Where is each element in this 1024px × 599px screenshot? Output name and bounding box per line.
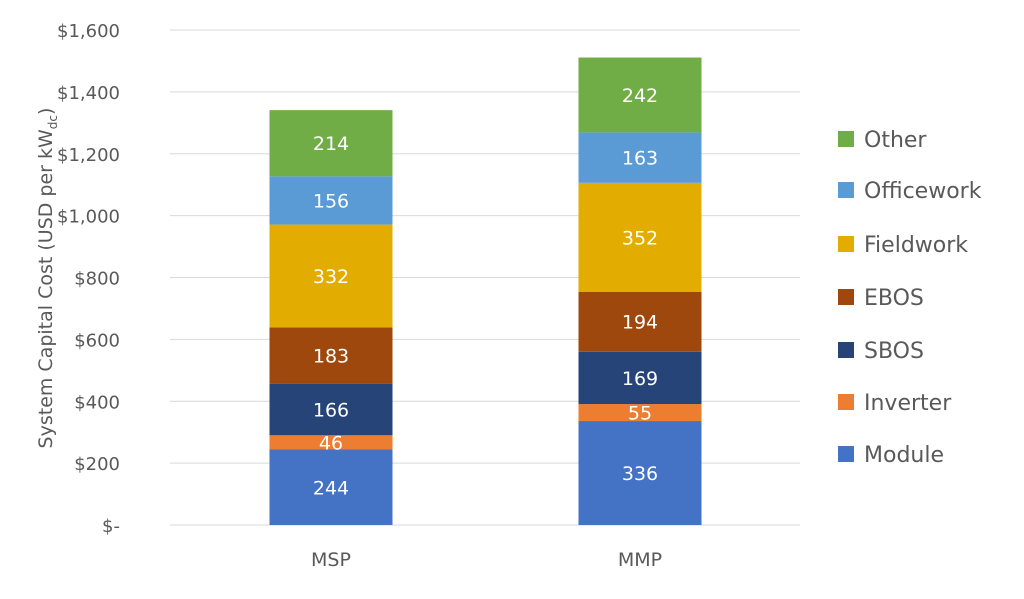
legend-item-fieldwork: Fieldwork — [838, 233, 968, 258]
bar-segment-other — [269, 110, 393, 177]
data-label: 55 — [628, 403, 652, 425]
legend-swatch — [838, 236, 854, 252]
bar-segment-fieldwork — [269, 224, 393, 328]
data-label: 194 — [622, 312, 658, 334]
x-tick-label: MSP — [311, 549, 351, 571]
bar-segment-ebos — [578, 291, 702, 352]
data-label: 166 — [313, 400, 349, 422]
legend-item-inverter: Inverter — [838, 391, 952, 416]
bar-segment-inverter — [269, 435, 393, 450]
legend-item-officework: Officework — [838, 179, 982, 204]
y-tick-label: $1,000 — [57, 207, 120, 228]
bar-segment-fieldwork — [578, 182, 702, 292]
legend-label: SBOS — [864, 339, 924, 364]
bar-segment-inverter — [578, 404, 702, 422]
legend-item-sbos: SBOS — [838, 339, 924, 364]
bar-segment-officework — [578, 132, 702, 183]
y-tick-label: $1,400 — [57, 83, 120, 104]
y-tick-label: $1,200 — [57, 145, 120, 166]
legend-item-ebos: EBOS — [838, 286, 924, 311]
bar-segment-ebos — [269, 327, 393, 384]
legend-swatch — [838, 446, 854, 462]
bar-segment-sbos — [578, 351, 702, 405]
legend-swatch — [838, 182, 854, 198]
legend-swatch — [838, 394, 854, 410]
data-label: 156 — [313, 190, 349, 212]
bar-segment-other — [578, 57, 702, 133]
y-tick-label: $600 — [74, 330, 120, 351]
legend-swatch — [838, 342, 854, 358]
bar-mmp: 336 55 169 194 352 163 242 — [578, 57, 702, 525]
bar-segment-officework — [269, 176, 393, 225]
legend-label: Inverter — [864, 391, 952, 416]
y-axis-label: System Capital Cost (USD per kWdc) — [35, 108, 60, 449]
legend-label: EBOS — [864, 286, 924, 311]
bar-segment-module — [578, 421, 702, 525]
data-label: 183 — [313, 346, 349, 368]
y-tick-label: $200 — [74, 454, 120, 475]
data-label: 336 — [622, 463, 658, 485]
legend-item-module: Module — [838, 443, 944, 468]
y-tick-label: $1,600 — [57, 21, 120, 42]
legend-item-other: Other — [838, 128, 927, 153]
bar-segment-sbos — [269, 383, 393, 436]
bar-segment-module — [269, 449, 393, 525]
data-label: 214 — [313, 133, 349, 155]
data-label: 244 — [313, 477, 349, 499]
legend-label: Module — [864, 443, 944, 468]
y-tick-label: $400 — [74, 392, 120, 413]
legend-label: Other — [864, 128, 927, 153]
x-tick-label: MMP — [618, 549, 662, 571]
legend-swatch — [838, 289, 854, 305]
data-label: 46 — [319, 432, 343, 454]
legend-swatch — [838, 131, 854, 147]
data-label: 242 — [622, 85, 658, 107]
y-tick-label: $800 — [74, 269, 120, 290]
data-label: 169 — [622, 368, 658, 390]
bar-msp: 244 46 166 183 332 156 214 — [269, 110, 393, 525]
legend-label: Officework — [864, 179, 982, 204]
data-label: 163 — [622, 148, 658, 170]
data-label: 352 — [622, 227, 658, 249]
legend-label: Fieldwork — [864, 233, 968, 258]
data-label: 332 — [313, 266, 349, 288]
y-tick-label: $- — [102, 516, 120, 537]
